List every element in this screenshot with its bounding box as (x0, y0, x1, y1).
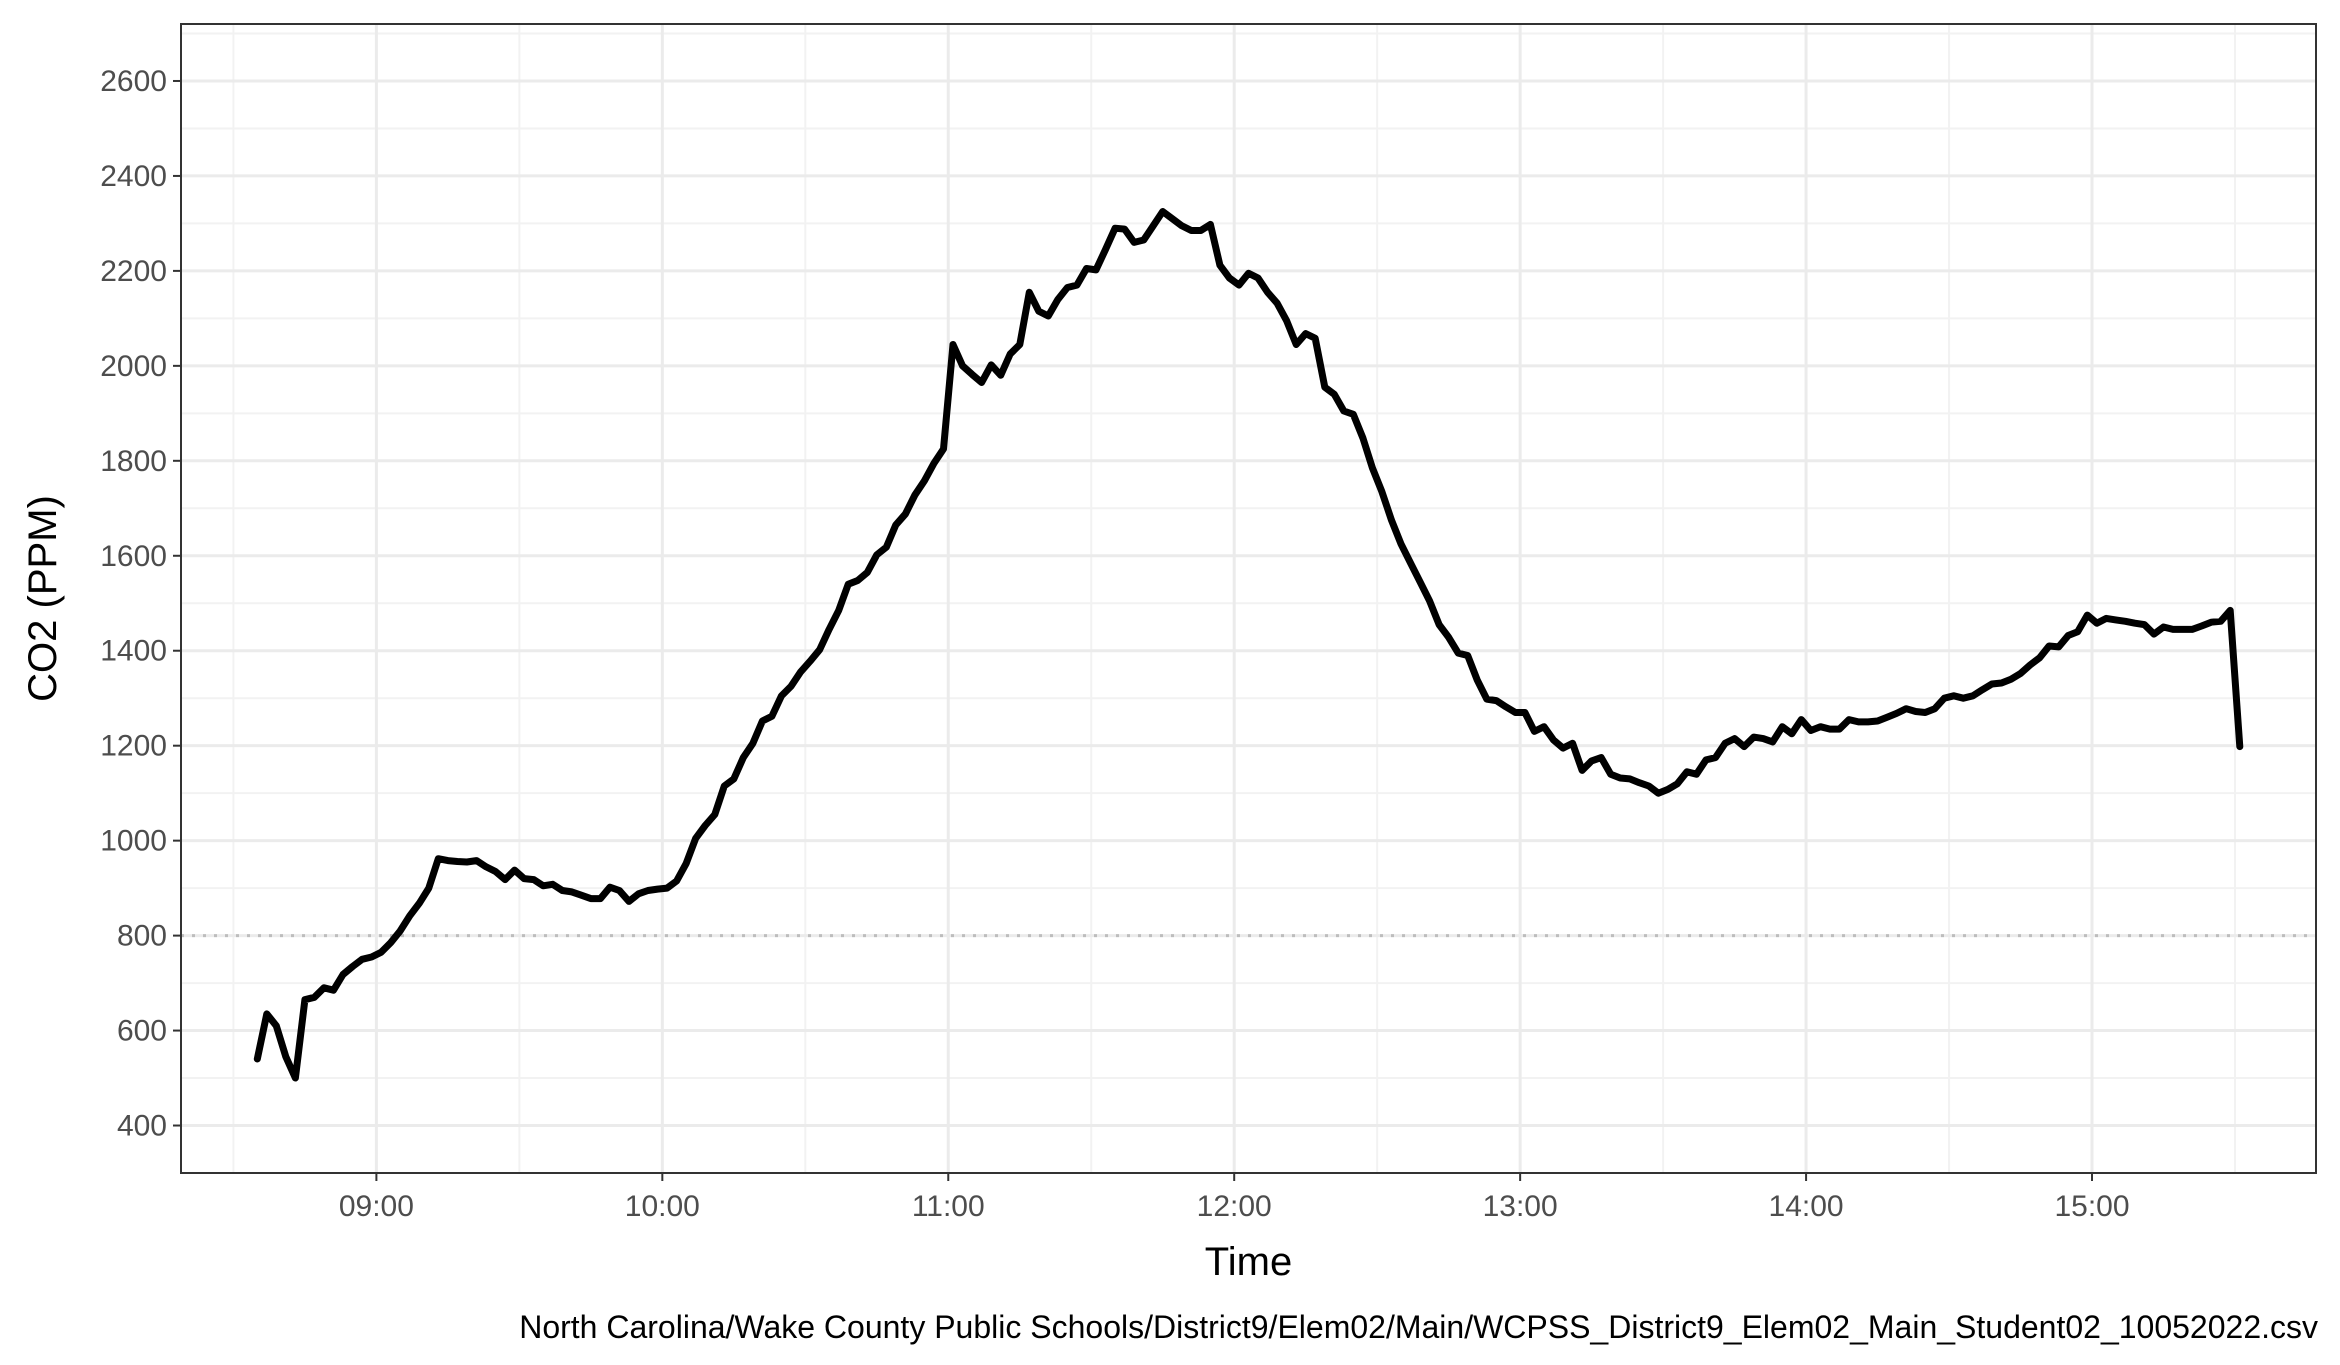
x-axis-ticks: 09:00 10:00 11:00 12:00 13:00 14:00 15:00 (339, 1173, 2130, 1223)
grid-minor (181, 24, 2316, 1173)
y-tick-label: 1400 (100, 635, 167, 668)
plot-panel-border (180, 23, 2317, 1174)
x-tick-label: 12:00 (1197, 1190, 1272, 1223)
y-tick-label: 800 (117, 920, 167, 953)
x-axis-title: Time (1205, 1240, 1292, 1284)
y-tick-label: 2200 (100, 255, 167, 288)
co2-series-line (253, 208, 2244, 1082)
y-tick-label: 1800 (100, 445, 167, 478)
x-tick-label: 09:00 (339, 1190, 414, 1223)
y-tick-label: 1000 (100, 825, 167, 858)
source-caption: North Carolina/Wake County Public School… (519, 1309, 2318, 1345)
y-tick-label: 2400 (100, 160, 167, 193)
x-tick-label: 14:00 (1769, 1190, 1844, 1223)
x-tick-label: 11:00 (912, 1190, 985, 1223)
y-tick-label: 2000 (100, 350, 167, 383)
y-tick-label: 400 (117, 1110, 167, 1143)
x-tick-label: 10:00 (625, 1190, 700, 1223)
y-axis-title: CO2 (PPM) (21, 495, 65, 702)
y-tick-label: 600 (117, 1015, 167, 1048)
x-tick-label: 13:00 (1483, 1190, 1558, 1223)
y-tick-label: 2600 (100, 65, 167, 98)
y-axis-ticks: 400 600 800 1000 1200 1400 1600 1800 2000 2200 240… (100, 65, 181, 1143)
y-tick-label: 1600 (100, 540, 167, 573)
y-tick-label: 1200 (100, 730, 167, 763)
x-tick-label: 15:00 (2054, 1190, 2129, 1223)
grid-major (181, 24, 2316, 1173)
